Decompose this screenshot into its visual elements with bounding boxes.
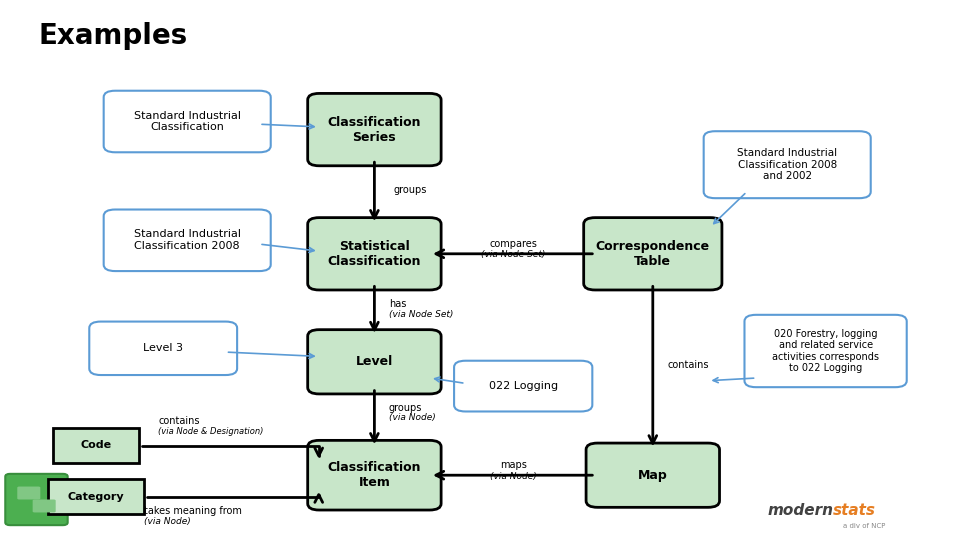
Text: (via Node): (via Node) — [491, 472, 537, 481]
Text: maps: maps — [500, 461, 527, 470]
Text: groups: groups — [389, 403, 422, 413]
Text: Code: Code — [81, 441, 111, 450]
Text: Map: Map — [638, 469, 667, 482]
FancyBboxPatch shape — [745, 315, 906, 387]
Text: groups: groups — [394, 185, 427, 195]
FancyBboxPatch shape — [33, 500, 56, 512]
FancyBboxPatch shape — [89, 322, 237, 375]
Text: compares: compares — [490, 239, 538, 249]
Text: 022 Logging: 022 Logging — [489, 381, 558, 391]
FancyBboxPatch shape — [704, 131, 871, 198]
Text: (via Node): (via Node) — [389, 414, 436, 422]
FancyBboxPatch shape — [17, 487, 40, 500]
Text: Standard Industrial
Classification 2008
and 2002: Standard Industrial Classification 2008 … — [737, 148, 837, 181]
Bar — [53, 428, 139, 463]
Text: Level 3: Level 3 — [143, 343, 183, 353]
Text: (via Node): (via Node) — [144, 517, 191, 525]
FancyBboxPatch shape — [307, 93, 442, 166]
Text: Standard Industrial
Classification 2008: Standard Industrial Classification 2008 — [133, 230, 241, 251]
FancyBboxPatch shape — [5, 474, 67, 525]
Text: (via Node Set): (via Node Set) — [481, 251, 546, 259]
FancyBboxPatch shape — [586, 443, 720, 508]
FancyBboxPatch shape — [307, 329, 442, 394]
FancyBboxPatch shape — [307, 218, 442, 290]
Text: modern: modern — [767, 503, 833, 518]
Text: Statistical
Classification: Statistical Classification — [327, 240, 421, 268]
Text: (via Node Set): (via Node Set) — [389, 310, 453, 319]
Text: stats: stats — [833, 503, 876, 518]
Text: Examples: Examples — [38, 22, 187, 50]
FancyBboxPatch shape — [104, 210, 271, 271]
Text: Standard Industrial
Classification: Standard Industrial Classification — [133, 111, 241, 132]
FancyBboxPatch shape — [104, 91, 271, 152]
FancyBboxPatch shape — [454, 361, 592, 411]
Text: Classification
Item: Classification Item — [327, 461, 421, 489]
Bar — [48, 480, 144, 514]
FancyBboxPatch shape — [307, 441, 442, 510]
FancyBboxPatch shape — [584, 218, 722, 290]
Text: (via Node & Designation): (via Node & Designation) — [158, 428, 264, 436]
Text: contains: contains — [158, 416, 200, 426]
Text: contains: contains — [667, 360, 708, 369]
Text: Correspondence
Table: Correspondence Table — [596, 240, 709, 268]
Text: Category: Category — [68, 492, 124, 502]
Text: Classification
Series: Classification Series — [327, 116, 421, 144]
Text: a div of NCP: a div of NCP — [843, 523, 885, 530]
Text: has: has — [389, 299, 406, 309]
Text: 020 Forestry, logging
and related service
activities corresponds
to 022 Logging: 020 Forestry, logging and related servic… — [772, 329, 879, 373]
Text: takes meaning from: takes meaning from — [144, 507, 242, 516]
Text: Level: Level — [356, 355, 393, 368]
